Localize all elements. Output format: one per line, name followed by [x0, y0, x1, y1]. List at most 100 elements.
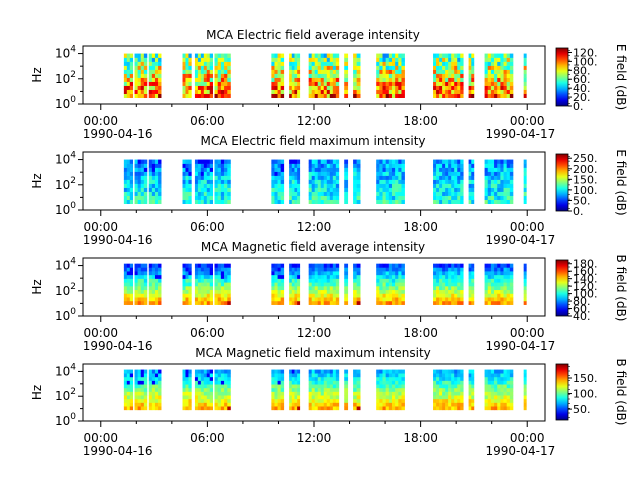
heatmap-cell: [126, 380, 131, 385]
heatmap-cell: [194, 369, 199, 374]
heatmap-cell: [509, 384, 514, 389]
heatmap-cell: [356, 380, 361, 385]
heatmap-cell: [137, 159, 142, 164]
heatmap-cell: [385, 171, 390, 176]
heatmap-cell: [433, 395, 437, 400]
heatmap-cell: [185, 395, 189, 400]
heatmap-cell: [385, 263, 390, 268]
heatmap-cell: [323, 402, 328, 407]
heatmap-cell: [148, 282, 153, 287]
heatmap-cell: [277, 384, 281, 389]
heatmap-cell: [308, 195, 312, 200]
heatmap-cell: [457, 278, 461, 283]
heatmap-cell: [468, 402, 472, 407]
heatmap-cell: [277, 387, 281, 392]
heatmap-cell: [154, 373, 159, 378]
heatmap-cell: [220, 159, 225, 164]
heatmap-cell: [379, 187, 383, 192]
heatmap-cell: [356, 391, 361, 396]
heatmap-cell: [154, 167, 159, 172]
heatmap-cell: [395, 402, 399, 407]
heatmap-cell: [137, 195, 142, 200]
heatmap-cell: [289, 195, 293, 200]
heatmap-cell: [323, 391, 328, 396]
heatmap-cell: [335, 293, 340, 298]
heatmap-cell: [148, 369, 153, 374]
heatmap-cell: [158, 61, 162, 66]
heatmap-cell: [326, 274, 331, 279]
heatmap-cell: [457, 398, 461, 403]
heatmap-cell: [509, 391, 514, 396]
heatmap-cell: [401, 57, 405, 62]
heatmap-cell: [209, 93, 214, 98]
heatmap-cell: [454, 278, 458, 283]
heatmap-cell: [382, 300, 386, 305]
heatmap-cell: [280, 384, 285, 389]
heatmap-cell: [185, 300, 189, 305]
heatmap-cell: [326, 85, 331, 90]
heatmap-cell: [291, 187, 295, 192]
heatmap-cell: [158, 391, 162, 396]
heatmap-cell: [185, 93, 189, 98]
heatmap-cell: [143, 395, 148, 400]
heatmap-cell: [391, 69, 396, 74]
colorbar-label: E field (dB): [614, 149, 628, 215]
x-tick-label: 06:00: [190, 114, 225, 128]
heatmap-cell: [126, 398, 131, 403]
heatmap-cell: [329, 387, 334, 392]
heatmap-cell: [439, 402, 443, 407]
heatmap-cell: [385, 179, 390, 184]
heatmap-cell: [294, 191, 298, 196]
heatmap-cell: [182, 384, 186, 389]
heatmap-cell: [376, 391, 380, 396]
heatmap-cell: [291, 282, 295, 287]
heatmap-cell: [188, 171, 192, 176]
heatmap-cell: [154, 387, 159, 392]
heatmap-cell: [182, 289, 186, 294]
heatmap-cell: [200, 380, 205, 385]
heatmap-cell: [209, 286, 214, 291]
heatmap-cell: [448, 286, 452, 291]
heatmap-cell: [395, 263, 399, 268]
heatmap-cell: [154, 263, 159, 268]
heatmap-cell: [289, 376, 293, 381]
heatmap-cell: [151, 61, 156, 66]
heatmap-cell: [454, 195, 458, 200]
heatmap-cell: [471, 183, 475, 188]
heatmap-cell: [391, 398, 396, 403]
heatmap-cell: [203, 286, 208, 291]
heatmap-cell: [134, 391, 138, 396]
heatmap-cell: [391, 376, 396, 381]
heatmap-cell: [294, 85, 298, 90]
panel-2: MCA Electric field maximum intensity1001…: [30, 134, 628, 247]
heatmap-cell: [209, 289, 214, 294]
heatmap-cell: [188, 263, 192, 268]
heatmap-cell: [391, 183, 396, 188]
heatmap-cell: [329, 271, 334, 276]
heatmap-cell: [197, 282, 202, 287]
heatmap-cell: [451, 53, 455, 58]
heatmap-cell: [151, 300, 156, 305]
heatmap-cell: [280, 398, 285, 403]
heatmap-cell: [314, 167, 319, 172]
heatmap-cell: [471, 387, 475, 392]
heatmap-cell: [220, 163, 225, 168]
heatmap-cell: [185, 167, 189, 172]
heatmap-cell: [382, 89, 386, 94]
heatmap-cell: [451, 402, 455, 407]
heatmap-cell: [385, 167, 390, 172]
heatmap-cell: [401, 395, 405, 400]
heatmap-cell: [140, 53, 145, 58]
heatmap-cell: [344, 267, 349, 272]
heatmap-cell: [214, 289, 218, 294]
heatmap-cell: [308, 395, 312, 400]
y-tick-label: 104: [55, 151, 76, 167]
heatmap-cell: [158, 380, 162, 385]
heatmap-cell: [388, 297, 393, 302]
heatmap-cell: [143, 300, 148, 305]
heatmap-cell: [194, 65, 199, 70]
heatmap-cell: [506, 387, 511, 392]
y-tick-label: 104: [55, 257, 76, 273]
heatmap-cell: [206, 81, 211, 86]
heatmap-cell: [220, 187, 225, 192]
